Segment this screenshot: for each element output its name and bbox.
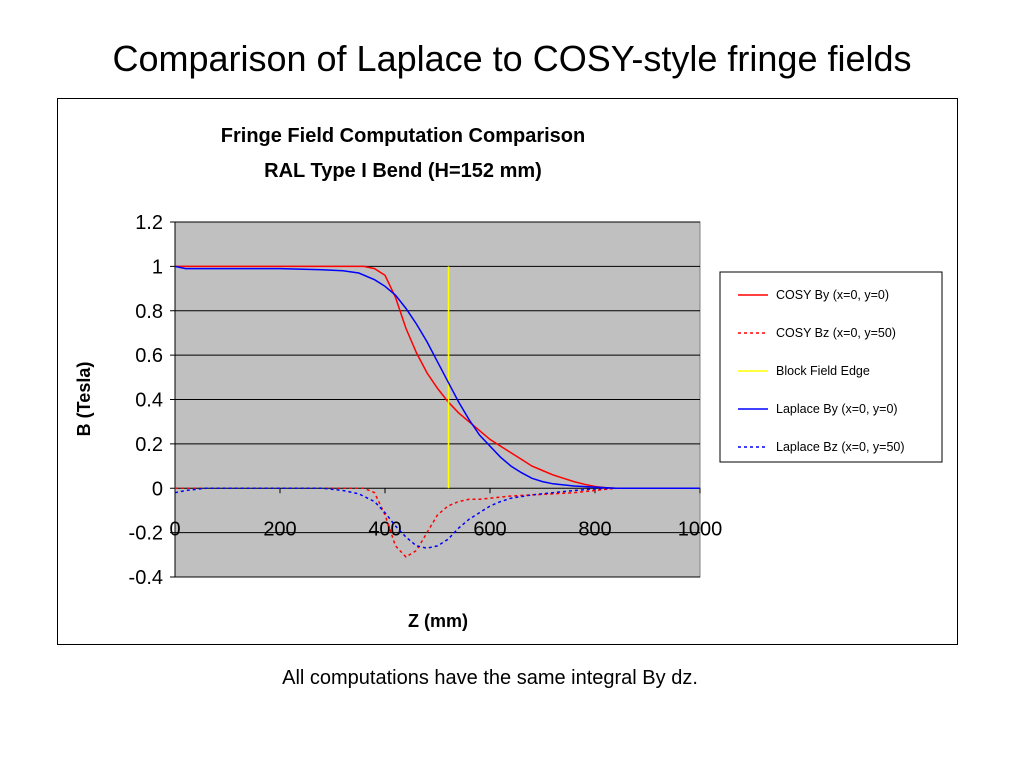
caption: All computations have the same integral … [282, 667, 698, 689]
x-tick-label: 0 [169, 518, 180, 540]
axes: -0.4 -0.2 0 0.2 0.4 0.6 0.8 1 1.2 0 200 400 600 800 10… [129, 212, 723, 589]
x-tick-label: 400 [368, 518, 401, 540]
legend-label: COSY Bz (x=0, y=50) [776, 326, 896, 340]
series-line-1 [175, 265, 700, 489]
legend-label: COSY By (x=0, y=0) [776, 288, 889, 302]
y-axis-label: B (Tesla) [74, 362, 94, 437]
chart-title: Fringe Field Computation Comparison [221, 125, 585, 147]
y-tick-label: -0.2 [129, 523, 163, 545]
y-tick-label: 0.2 [135, 434, 163, 456]
chart-subtitle: RAL Type I Bend (H=152 mm) [264, 160, 542, 182]
series-lines [174, 265, 700, 558]
x-axis-label: Z (mm) [408, 611, 468, 631]
legend-box [719, 271, 943, 463]
series-line-4 [174, 265, 700, 489]
y-tick-label: 0.4 [135, 390, 163, 412]
chart-frame: Fringe Field Computation Comparison RAL … [57, 98, 958, 645]
legend-label: Laplace Bz (x=0, y=50) [776, 440, 905, 454]
grid-lines [175, 221, 700, 578]
x-tick-label: 800 [578, 518, 611, 540]
y-tick-label: 0.8 [135, 301, 163, 323]
y-tick-label: 0 [152, 478, 163, 500]
y-tick-label: -0.4 [129, 567, 163, 589]
legend: COSY By (x=0, y=0) COSY Bz (x=0, y=50) Blo… [719, 271, 943, 463]
y-tick-label: 0.6 [135, 345, 163, 367]
legend-label: Block Field Edge [776, 364, 870, 378]
slide-title: Comparison of Laplace to COSY-style frin… [112, 38, 912, 79]
fringe-field-chart: Fringe Field Computation Comparison RAL … [74, 125, 943, 631]
x-tick-label: 200 [263, 518, 296, 540]
x-tick-label: 1000 [678, 518, 723, 540]
y-tick-label: 1 [152, 256, 163, 278]
x-tick-label: 600 [473, 518, 506, 540]
y-tick-label: 1.2 [135, 212, 163, 234]
series-line-5 [174, 487, 700, 549]
legend-label: Laplace By (x=0, y=0) [776, 402, 898, 416]
